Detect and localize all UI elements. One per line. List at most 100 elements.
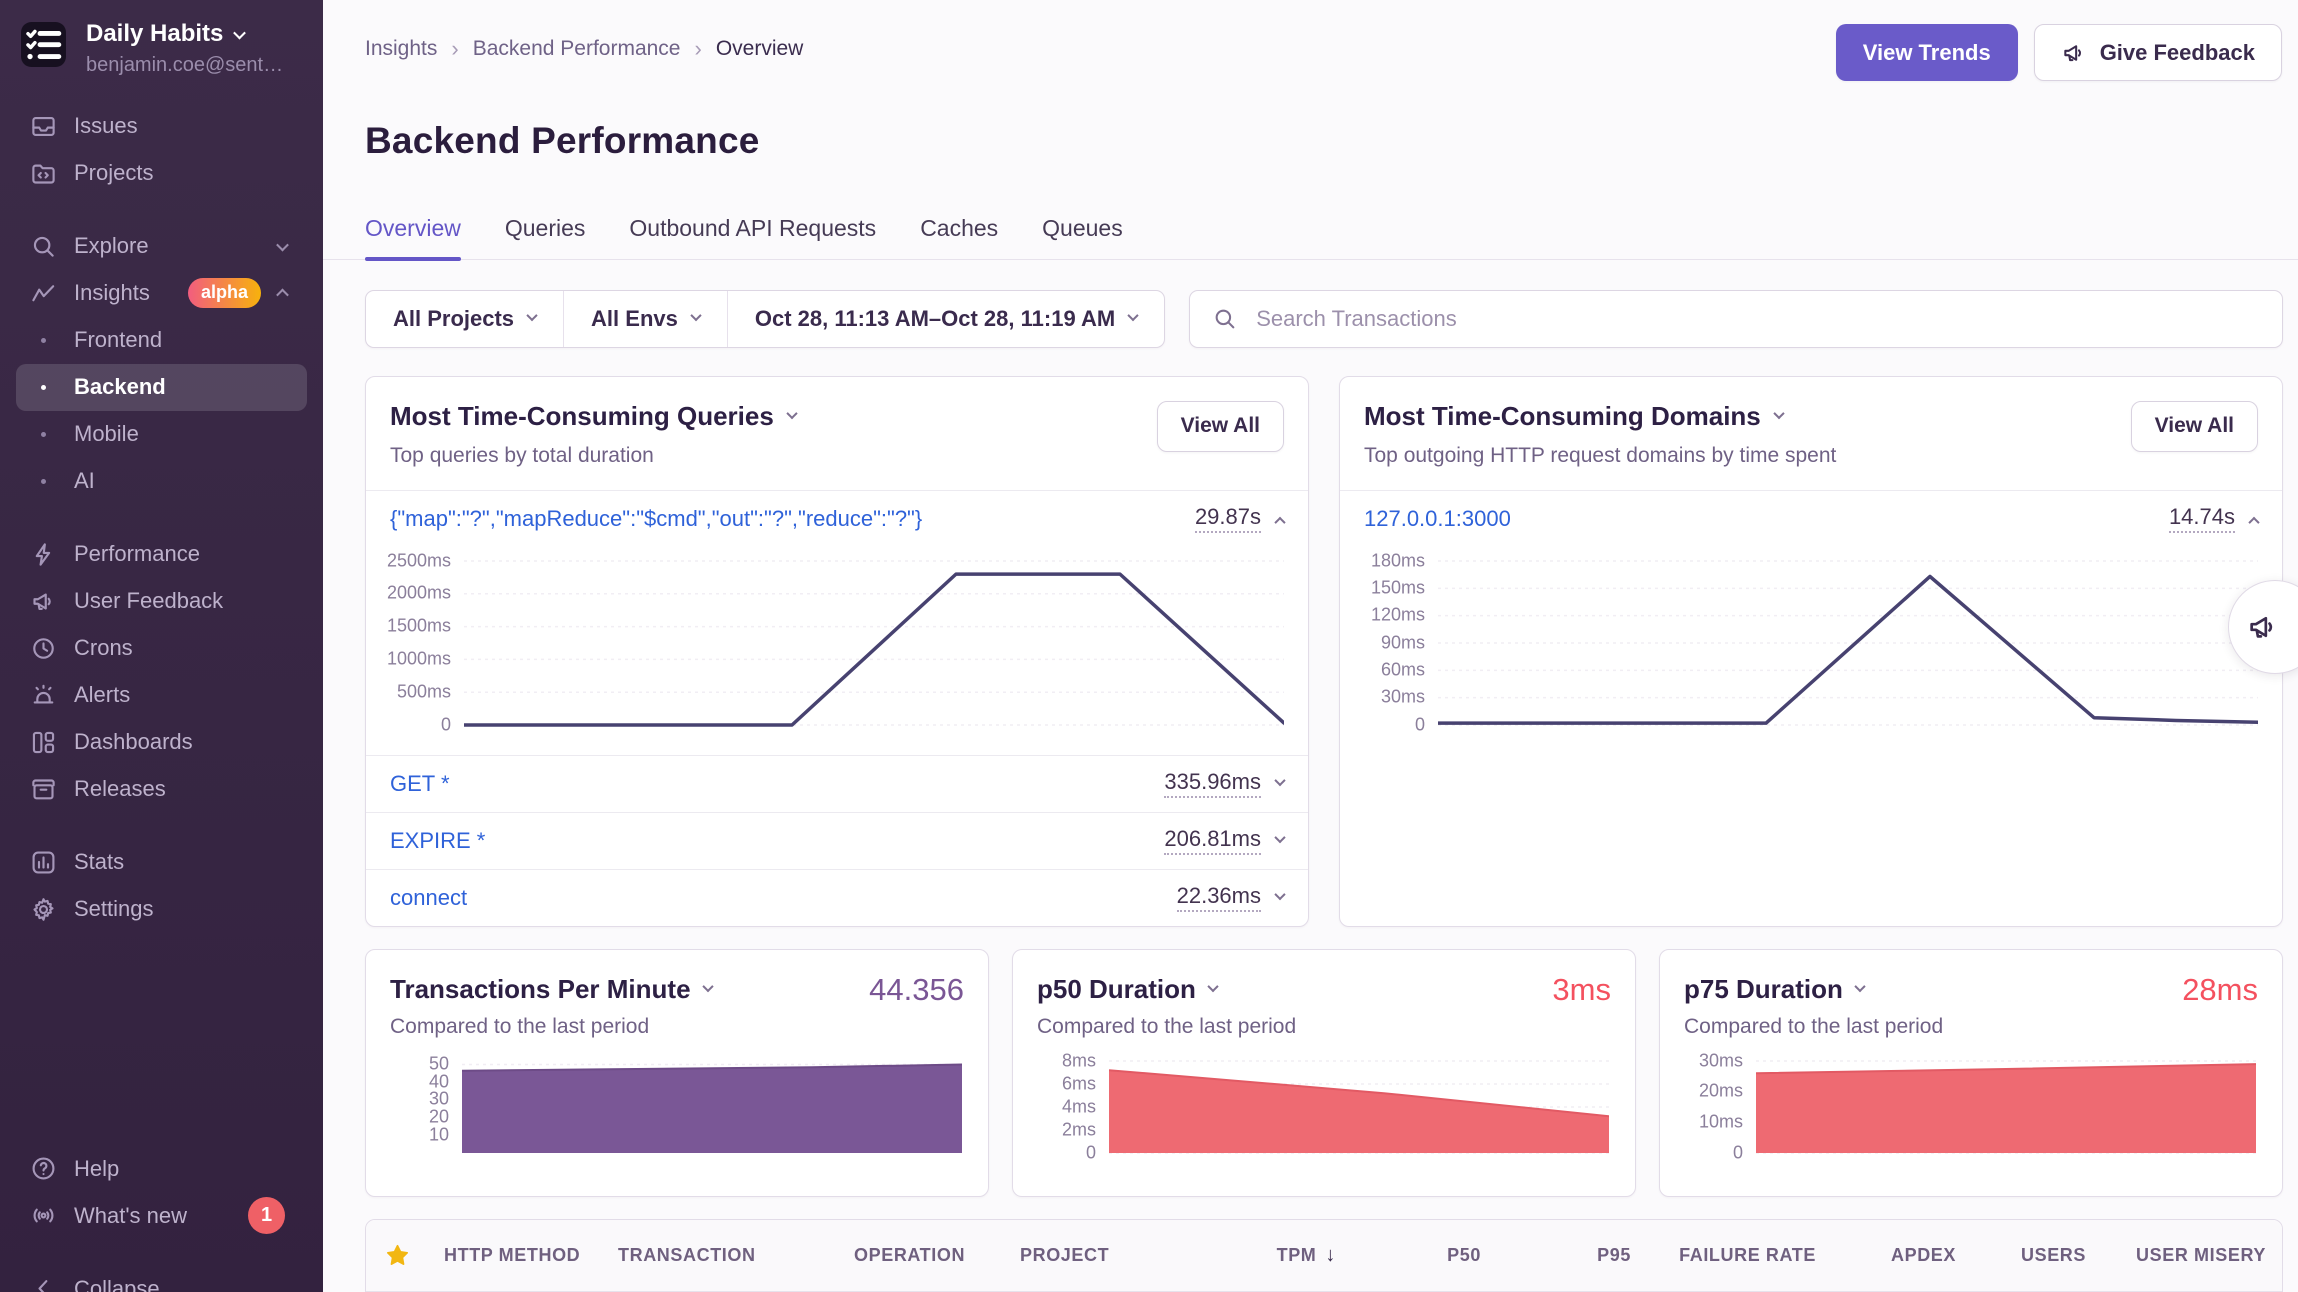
sidebar-item-issues[interactable]: Issues: [16, 103, 307, 150]
p75-value: 28ms: [2182, 971, 2258, 1007]
projects-icon: [30, 160, 57, 187]
column-header-failure_rate[interactable]: Failure Rate: [1647, 1245, 1832, 1266]
sidebar-item-insights[interactable]: Insights alpha: [16, 270, 307, 317]
sidebar-item-stats[interactable]: Stats: [16, 839, 307, 886]
floating-feedback-button[interactable]: [2228, 580, 2298, 674]
tab-queues[interactable]: Queues: [1042, 214, 1123, 241]
date-range-filter[interactable]: Oct 28, 11:13 AM–Oct 28, 11:19 AM: [726, 290, 1164, 347]
sidebar-item-explore[interactable]: Explore: [16, 223, 307, 270]
column-header-user_misery[interactable]: User Misery: [2102, 1245, 2282, 1266]
sidebar-item-projects[interactable]: Projects: [16, 150, 307, 197]
column-header-transaction[interactable]: Transaction: [602, 1245, 838, 1266]
y-tick-label: 2000ms: [386, 582, 451, 603]
column-header-users[interactable]: Users: [1972, 1245, 2102, 1266]
y-axis-ticks: 180ms 150ms 120ms 90ms 60ms 30ms 0: [1342, 550, 1438, 734]
column-header-p95[interactable]: P95: [1497, 1245, 1647, 1266]
sidebar-item-releases[interactable]: Releases: [16, 766, 307, 813]
query-duration-toggle[interactable]: 29.87s: [1194, 504, 1286, 534]
p50-title-label: p50 Duration: [1037, 973, 1196, 1004]
sidebar-item-backend[interactable]: Backend: [16, 363, 307, 411]
tab-outbound-api-requests[interactable]: Outbound API Requests: [629, 214, 877, 241]
page-filter-bar: All Projects All Envs Oct 28, 11:13 AM–O…: [365, 289, 1166, 348]
sidebar-item-help[interactable]: Help: [16, 1145, 307, 1192]
queries-panel-subtitle: Top queries by total duration: [390, 443, 654, 467]
sidebar-item-crons[interactable]: Crons: [16, 625, 307, 672]
y-axis-ticks: 2500ms 2000ms 1500ms 1000ms 500ms 0: [368, 550, 464, 734]
tab-bar: Overview Queries Outbound API Requests Cach…: [323, 187, 2298, 261]
breadcrumb-insights[interactable]: Insights: [365, 37, 438, 60]
sidebar-item-settings[interactable]: Settings: [16, 886, 307, 933]
sidebar-item-ai[interactable]: AI: [16, 458, 307, 505]
sidebar-item-collapse[interactable]: Collapse: [16, 1265, 307, 1292]
tab-queries[interactable]: Queries: [504, 214, 586, 241]
column-header-apdex[interactable]: Apdex: [1832, 1245, 1972, 1266]
sidebar-item-dashboards[interactable]: Dashboards: [16, 719, 307, 766]
p50-title[interactable]: p50 Duration: [1037, 973, 1219, 1005]
query-duration-toggle[interactable]: 22.36ms: [1176, 883, 1286, 913]
sidebar-item-label: Frontend: [74, 327, 163, 353]
table-header: HTTP Method Transaction Operation Project TP…: [366, 1219, 2282, 1292]
sidebar-item-user-feedback[interactable]: User Feedback: [16, 578, 307, 625]
sort-desc-icon: ↓: [1325, 1243, 1336, 1266]
column-header-star[interactable]: [366, 1243, 428, 1268]
sidebar-item-label: Backend: [74, 374, 166, 400]
column-label: Transaction: [618, 1244, 756, 1265]
column-label: Project: [1020, 1244, 1110, 1265]
domains-panel-title[interactable]: Most Time-Consuming Domains: [1364, 401, 1836, 432]
query-link[interactable]: EXPIRE *: [390, 827, 486, 853]
query-link[interactable]: {"map":"?","mapReduce":"$cmd","out":"?",…: [390, 505, 923, 531]
metric-panels: Transactions Per Minute 44.356 Compared …: [365, 948, 2283, 1197]
y-tick-label: 0: [1732, 1142, 1743, 1163]
column-header-p50[interactable]: P50: [1352, 1245, 1497, 1266]
page-title: Backend Performance: [365, 119, 760, 161]
give-feedback-button[interactable]: Give Feedback: [2033, 24, 2282, 81]
chevron-down-icon: [1854, 980, 1866, 992]
tab-caches[interactable]: Caches: [920, 214, 999, 241]
environment-filter[interactable]: All Envs: [563, 290, 727, 347]
chevron-down-icon: [276, 238, 289, 252]
sidebar-item-frontend[interactable]: Frontend: [16, 317, 307, 364]
domains-panel-subtitle: Top outgoing HTTP request domains by tim…: [1364, 443, 1837, 467]
column-header-project[interactable]: Project: [1004, 1245, 1202, 1266]
column-header-method[interactable]: HTTP Method: [428, 1245, 602, 1266]
sidebar-item-alerts[interactable]: Alerts: [16, 672, 307, 719]
y-tick-label: 0: [1085, 1142, 1096, 1163]
queries-panel-title[interactable]: Most Time-Consuming Queries: [390, 401, 798, 432]
query-duration-toggle[interactable]: 206.81ms: [1164, 826, 1286, 856]
search-icon: [1212, 306, 1238, 332]
tpm-title[interactable]: Transactions Per Minute: [390, 974, 714, 1005]
domain-duration-toggle[interactable]: 14.74s: [2168, 504, 2260, 534]
column-label: P50: [1447, 1244, 1481, 1265]
search-input[interactable]: [1254, 304, 2260, 333]
query-link[interactable]: connect: [390, 884, 468, 910]
alpha-badge: alpha: [187, 278, 261, 309]
breadcrumb-backend-performance[interactable]: Backend Performance: [472, 37, 681, 60]
sidebar-item-whats-new[interactable]: What's new 1: [16, 1192, 307, 1239]
p50-duration-panel: p50 Duration 3ms Compared to the last pe…: [1012, 948, 1636, 1197]
query-duration-value: 206.81ms: [1164, 826, 1261, 856]
view-trends-button[interactable]: View Trends: [1835, 24, 2018, 81]
queries-view-all-button[interactable]: View All: [1156, 400, 1284, 452]
sidebar-item-label: Explore: [74, 233, 149, 259]
sidebar-item-performance[interactable]: Performance: [16, 531, 307, 578]
domains-view-all-button[interactable]: View All: [2130, 400, 2258, 452]
most-time-consuming-queries-panel: Most Time-Consuming Queries Top queries …: [365, 375, 1309, 927]
sidebar-item-mobile[interactable]: Mobile: [16, 411, 307, 458]
p75-title[interactable]: p75 Duration: [1684, 974, 1866, 1005]
column-header-operation[interactable]: Operation: [838, 1245, 1004, 1266]
y-axis-ticks: 50 40 30 20 10: [390, 1054, 462, 1155]
chevron-down-icon: [526, 309, 538, 321]
sidebar-item-label: Dashboards: [74, 729, 193, 755]
project-filter[interactable]: All Projects: [366, 291, 563, 347]
org-switcher[interactable]: Daily Habits benjamin.coe@sent…: [0, 0, 323, 93]
domain-link[interactable]: 127.0.0.1:3000: [1364, 505, 1511, 531]
query-duration-toggle[interactable]: 335.96ms: [1164, 769, 1286, 799]
tab-overview[interactable]: Overview: [365, 215, 461, 261]
query-link[interactable]: GET *: [390, 770, 450, 796]
breadcrumb: Insights › Backend Performance › Overvie…: [365, 24, 803, 62]
filter-row: All Projects All Envs Oct 28, 11:13 AM–O…: [365, 289, 2283, 348]
user-feedback-icon: [30, 588, 57, 615]
column-header-tpm[interactable]: TPM ↓: [1202, 1244, 1352, 1267]
y-tick-label: 150ms: [1370, 577, 1425, 598]
query-duration-value: 335.96ms: [1164, 769, 1261, 799]
